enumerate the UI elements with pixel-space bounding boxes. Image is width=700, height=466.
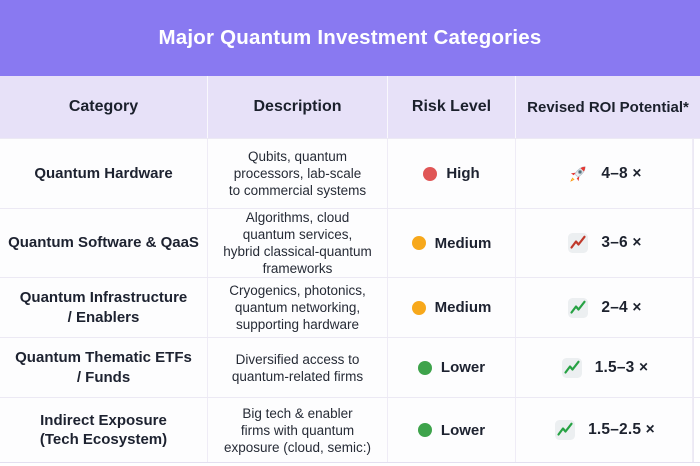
- table-row: Quantum Thematic ETFs / Funds Diversifie…: [0, 337, 700, 397]
- description-cell: Qubits, quantum processors, lab-scale to…: [208, 139, 388, 208]
- table-right-gutter: [693, 398, 700, 462]
- risk-cell: High: [388, 139, 516, 208]
- roi-value: 3–6 ×: [601, 234, 642, 251]
- trend-up-green-icon: [553, 418, 577, 442]
- description-cell: Big tech & enabler firms with quantum ex…: [208, 398, 388, 462]
- table-right-gutter: [693, 139, 700, 208]
- roi-value: 4–8 ×: [601, 164, 642, 182]
- risk-label: Lower: [440, 421, 486, 439]
- risk-label: High: [446, 165, 480, 182]
- roi-cell: 1.5–3 ×: [516, 338, 693, 397]
- category-cell: Quantum Software & QaaS: [0, 209, 208, 277]
- roi-value: 1.5–3 ×: [594, 358, 649, 376]
- risk-cell: Lower: [388, 398, 516, 462]
- risk-lower-dot-icon: [417, 423, 432, 437]
- risk-lower-dot-icon: [417, 360, 432, 375]
- description-cell: Algorithms, cloud quantum services, hybr…: [208, 209, 388, 277]
- column-header-description: Description: [208, 76, 388, 138]
- category-cell: Quantum Hardware: [0, 139, 208, 208]
- risk-cell: Medium: [388, 209, 516, 277]
- table-row: Quantum Infrastructure / Enablers Cryoge…: [0, 277, 700, 337]
- risk-cell: Lower: [388, 338, 516, 397]
- risk-label: Medium: [434, 234, 492, 252]
- trend-up-green-icon: [560, 356, 584, 380]
- rocket-icon: [566, 162, 590, 186]
- title-banner: Major Quantum Investment Categories: [0, 0, 700, 76]
- risk-medium-dot-icon: [411, 300, 426, 315]
- roi-cell: 4–8 ×: [516, 139, 693, 208]
- risk-cell: Medium: [388, 278, 516, 337]
- roi-cell: 3–6 ×: [516, 209, 693, 277]
- table-row: Indirect Exposure (Tech Ecosystem) Big t…: [0, 397, 700, 463]
- table-row: Quantum Hardware Qubits, quantum process…: [0, 138, 700, 208]
- roi-cell: 2–4 ×: [516, 278, 693, 337]
- column-header-roi-potential: Revised ROI Potential*: [527, 98, 689, 116]
- risk-high-dot-icon: [423, 166, 438, 181]
- risk-label: Lower: [440, 359, 486, 376]
- trend-up-red-icon: [566, 231, 590, 255]
- page-title: Major Quantum Investment Categories: [158, 26, 542, 49]
- roi-value: 1.5–2.5 ×: [588, 421, 655, 438]
- roi-cell: 1.5–2.5 ×: [516, 398, 693, 462]
- table-right-gutter: [693, 209, 700, 277]
- category-cell: Quantum Thematic ETFs / Funds: [0, 338, 208, 397]
- roi-value: 2–4 ×: [601, 298, 642, 316]
- table-right-gutter: [693, 338, 700, 397]
- table-right-gutter: [693, 278, 700, 337]
- column-header-risk-level: Risk Level: [388, 76, 516, 138]
- description-cell: Diversified access to quantum-related fi…: [208, 338, 388, 397]
- risk-label: Medium: [434, 299, 492, 316]
- trend-up-green-icon: [566, 296, 590, 320]
- table-header-row: Category Description Risk Level Revised …: [0, 76, 700, 138]
- column-header-category: Category: [0, 76, 208, 138]
- description-cell: Cryogenics, photonics, quantum networkin…: [208, 278, 388, 337]
- risk-medium-dot-icon: [411, 236, 426, 250]
- category-cell: Indirect Exposure (Tech Ecosystem): [0, 398, 208, 462]
- table-row: Quantum Software & QaaS Algorithms, clou…: [0, 208, 700, 277]
- category-cell: Quantum Infrastructure / Enablers: [0, 278, 208, 337]
